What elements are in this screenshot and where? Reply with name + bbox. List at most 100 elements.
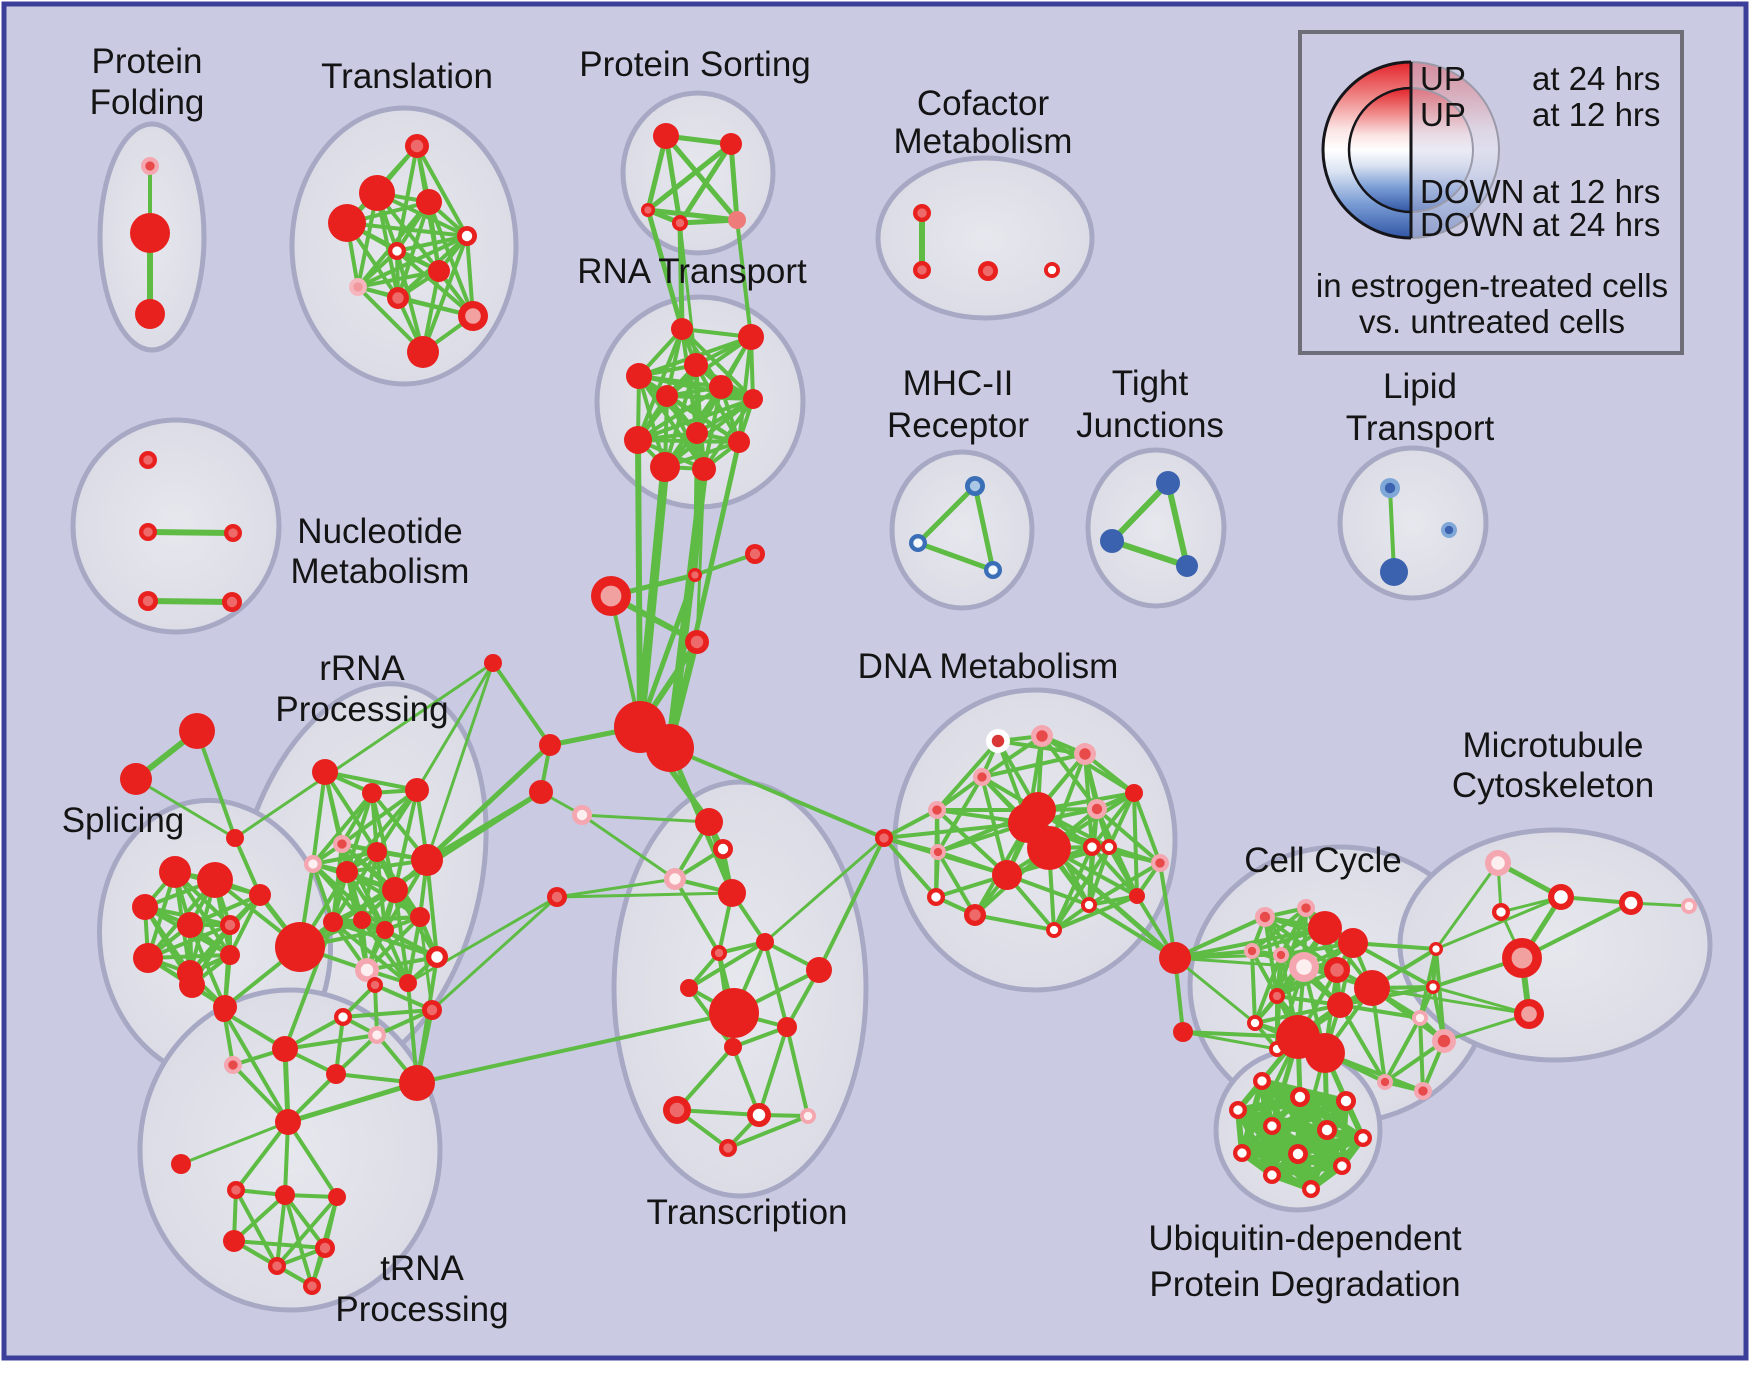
network-edge <box>673 877 721 955</box>
node-cm3 <box>978 261 998 281</box>
network-edge <box>663 133 740 223</box>
node-tr10 <box>458 301 488 331</box>
network-edge <box>1269 1163 1345 1178</box>
node-inner-ch8 <box>690 635 704 649</box>
node-inner-dm4 <box>977 772 987 782</box>
node-inner-cc3 <box>1247 946 1257 956</box>
node-inner-cm1 <box>917 208 927 218</box>
node-dm7 <box>930 844 946 860</box>
network-edge <box>1388 486 1396 574</box>
node-tb6 <box>326 1064 346 1084</box>
node-inner-tr5 <box>461 230 473 242</box>
node-ch7 <box>745 544 765 564</box>
cluster-label-cofactor-metabolism-line2: Metabolism <box>894 122 1073 161</box>
node-ub1 <box>1253 1072 1271 1090</box>
network-edge <box>383 928 410 985</box>
node-dm19 <box>1081 897 1097 913</box>
node-ub11 <box>1263 1166 1281 1184</box>
network-edge <box>430 895 559 1012</box>
legend-row-1-time: at 24 hrs <box>1532 60 1660 97</box>
nodes-layer <box>120 123 1697 1295</box>
cluster-bubble-lipid-transport <box>1337 445 1489 601</box>
node-outer-ch1 <box>484 654 502 672</box>
network-edge <box>1181 1030 1279 1051</box>
cluster-label-protein-folding-line2: Folding <box>90 83 205 122</box>
node-pf2 <box>130 213 170 253</box>
network-edge <box>1132 791 1162 865</box>
node-inner-cc17 <box>1429 983 1437 991</box>
cluster-label-lipid-transport-line2: Transport <box>1346 409 1495 448</box>
node-tx14 <box>800 1108 816 1124</box>
node-tx11 <box>724 1038 742 1056</box>
network-edge <box>1046 845 1178 961</box>
network-edge <box>275 1195 339 1268</box>
node-inner-tr8 <box>353 282 363 292</box>
node-ub4 <box>1229 1101 1247 1119</box>
network-edge <box>424 742 553 863</box>
network-edge <box>1090 791 1136 849</box>
node-inner-rr5 <box>308 859 318 869</box>
node-outer-rt12 <box>692 457 716 481</box>
node-inner-dm13 <box>1087 842 1097 852</box>
network-edge <box>356 234 469 289</box>
node-tn2 <box>171 1154 191 1174</box>
node-outer-tn5 <box>328 1188 346 1206</box>
network-edge <box>675 1045 735 1112</box>
network-edge <box>936 850 977 917</box>
node-outer-lt2 <box>1380 558 1408 586</box>
node-outer-rr6 <box>367 842 387 862</box>
node-inner-tx13 <box>752 1108 766 1122</box>
node-cc21 <box>1414 1082 1432 1100</box>
cluster-label-rna-transport-line1: RNA Transport <box>577 252 807 291</box>
node-inner-nm3 <box>228 528 238 538</box>
network-edge <box>1052 845 1111 932</box>
cluster-bubble-cofactor-metabolism <box>875 155 1095 321</box>
node-dm10 <box>1027 826 1071 870</box>
network-edge <box>286 1120 339 1199</box>
network-edge <box>331 920 439 959</box>
node-outer-tb6 <box>326 1064 346 1084</box>
network-edge <box>636 397 755 442</box>
network-edge <box>980 752 1087 779</box>
network-edge <box>580 813 711 824</box>
node-outer-tb1 <box>214 1002 234 1022</box>
cluster-bubble-trna-processing <box>137 987 443 1313</box>
network-edge <box>678 221 698 367</box>
legend-row-3-time: at 12 hrs <box>1532 173 1660 210</box>
node-inner-cc16 <box>1432 945 1440 953</box>
node-mt5 <box>1514 999 1544 1029</box>
node-outer-rr11 <box>376 921 394 939</box>
node-outer-tx4 <box>718 879 746 907</box>
node-tn9 <box>303 1277 321 1295</box>
node-ub6 <box>1317 1120 1337 1140</box>
node-mt6 <box>1619 891 1643 915</box>
node-inner-cc4 <box>1276 950 1286 960</box>
network-edge <box>232 1239 327 1250</box>
node-tx2 <box>713 839 733 859</box>
node-rt11 <box>650 452 680 482</box>
cluster-label-ubiquitin-degradation-line2: Protein Degradation <box>1149 1265 1460 1304</box>
node-ub9 <box>1288 1144 1308 1164</box>
node-tx16 <box>547 887 567 907</box>
network-edge <box>665 394 741 444</box>
node-tx8 <box>806 957 832 983</box>
node-tj2 <box>1100 529 1124 553</box>
network-edge <box>222 1010 290 1124</box>
network-edge <box>1520 901 1633 960</box>
node-dm3 <box>1074 743 1096 765</box>
node-outer-tx9 <box>709 988 759 1038</box>
network-edge <box>1087 903 1177 960</box>
network-edge <box>637 374 706 471</box>
node-tr4 <box>328 204 366 242</box>
node-inner-dm5 <box>932 805 942 815</box>
cluster-label-trna-processing-line1: tRNA <box>380 1249 464 1288</box>
node-inner-ps4 <box>675 218 685 228</box>
node-rr14 <box>426 946 448 968</box>
network-edge <box>1087 807 1099 907</box>
node-dm21 <box>964 904 986 926</box>
network-edge <box>275 1193 287 1268</box>
network-edge <box>635 437 643 730</box>
node-inner-tx15 <box>723 1143 733 1153</box>
node-dm11 <box>992 860 1022 890</box>
